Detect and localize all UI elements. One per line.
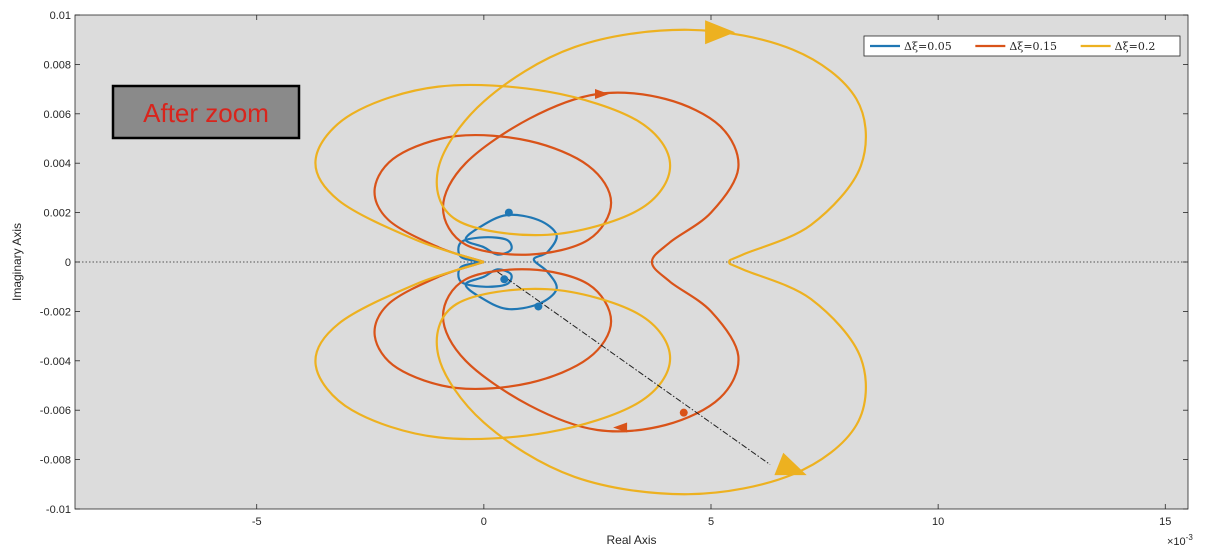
y-tick-label: 0.008 [43, 59, 71, 71]
dash-dot-direction-line [497, 271, 771, 465]
y-tick-label: 0.006 [43, 109, 71, 121]
annotation-box: After zoom [111, 84, 301, 140]
direction-arrow-1 [705, 20, 736, 45]
y-tick-label: 0.002 [43, 208, 71, 220]
direction-arrow-3 [595, 89, 609, 99]
x-tick-label: -5 [252, 516, 262, 528]
y-tick-label: -0.004 [40, 356, 71, 368]
y-axis-ticks: -0.01 -0.008 -0.006 -0.004 -0.002 0 0.002 0.004… [40, 10, 1188, 516]
y-tick-label: -0.002 [40, 306, 71, 318]
series-line-3 [314, 28, 867, 496]
markers-layer [500, 20, 807, 476]
point-marker-2 [679, 408, 688, 417]
legend-label-3: Δξ=0.2 [1115, 40, 1156, 53]
x-axis-label: Real Axis [606, 533, 656, 547]
point-marker-1 [534, 302, 543, 311]
x-tick-label: 5 [708, 516, 714, 528]
x-exponent-power: -3 [1186, 533, 1194, 542]
curves-layer [314, 28, 867, 496]
x-exponent-base: ×10 [1167, 536, 1186, 548]
legend: Δξ=0.05 Δξ=0.15 Δξ=0.2 [863, 35, 1181, 57]
x-axis-ticks: -5 0 5 10 15 [252, 15, 1171, 528]
point-marker-3 [504, 208, 513, 217]
annotation-background [111, 84, 301, 140]
y-tick-label: 0.004 [43, 158, 71, 170]
x-axis-exponent: ×10-3 [1167, 533, 1193, 548]
x-tick-label: 10 [932, 516, 944, 528]
point-marker-4 [500, 275, 509, 284]
y-tick-label: -0.008 [40, 455, 71, 467]
y-tick-label: -0.006 [40, 405, 71, 417]
y-tick-label: 0.01 [50, 10, 71, 22]
y-tick-label: -0.01 [46, 504, 71, 516]
y-tick-label: 0 [65, 257, 71, 269]
direction-arrow-2 [774, 452, 807, 476]
legend-label-2: Δξ=0.15 [1009, 40, 1057, 53]
series-line-2 [373, 91, 740, 433]
x-tick-label: 15 [1159, 516, 1171, 528]
legend-label-1: Δξ=0.05 [904, 40, 952, 53]
direction-arrow-4 [613, 422, 628, 433]
annotation-text: After zoom [143, 98, 269, 128]
x-tick-label: 0 [481, 516, 487, 528]
y-axis-label: Imaginary Axis [10, 223, 24, 301]
series-line-1 [457, 213, 558, 311]
legend-box [863, 35, 1181, 57]
